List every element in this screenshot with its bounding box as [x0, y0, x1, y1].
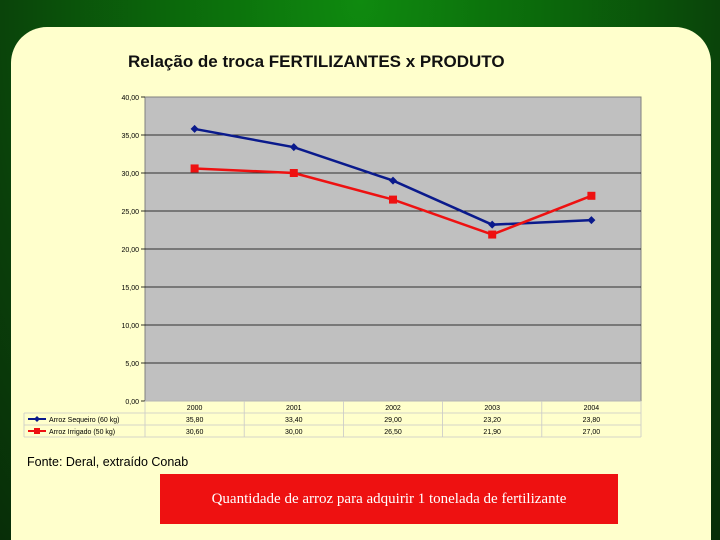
data-table-value: 30,60	[186, 429, 204, 436]
y-tick-label: 0,00	[125, 399, 139, 406]
series-1-point	[289, 143, 298, 152]
series-1-point	[190, 124, 199, 133]
legend-key-marker	[34, 416, 40, 422]
series-2-point	[289, 169, 298, 177]
series-1-point	[488, 220, 497, 229]
y-tick-label: 30,00	[121, 171, 139, 178]
x-category-label: 2001	[286, 405, 302, 412]
data-table-value: 35,80	[186, 417, 204, 424]
series-2-point	[190, 164, 199, 173]
legend-series-name: Arroz Sequeiro (60 kg)	[49, 417, 119, 424]
data-table-value: 26,50	[384, 429, 402, 436]
data-table-value: 23,20	[483, 417, 501, 424]
y-tick-label: 35,00	[121, 133, 139, 140]
series-2-point	[389, 195, 397, 204]
legend-key-marker	[34, 428, 40, 434]
y-tick-label: 25,00	[121, 209, 139, 216]
y-tick-label: 20,00	[121, 247, 139, 254]
y-tick-label: 40,00	[121, 95, 139, 102]
data-table-value: 33,40	[285, 417, 303, 424]
series-1-point	[389, 176, 397, 185]
source-note: Fonte: Deral, extraído Conab	[27, 455, 189, 469]
data-table-value: 29,00	[384, 417, 402, 424]
series-1-point	[587, 216, 596, 225]
series-2-point	[587, 191, 596, 200]
x-category-label: 2003	[484, 405, 500, 412]
series-2-point	[488, 230, 497, 239]
legend-series-name: Arroz Irrigado (50 kg)	[49, 429, 115, 436]
y-tick-label: 15,00	[121, 285, 139, 292]
data-table-value: 23,80	[583, 417, 601, 424]
x-category-label: 2000	[187, 405, 203, 412]
y-tick-label: 10,00	[121, 323, 139, 330]
data-table-value: 30,00	[285, 429, 303, 436]
x-category-label: 2002	[385, 405, 401, 412]
y-tick-label: 5,00	[125, 361, 139, 368]
x-category-label: 2004	[584, 405, 600, 412]
caption-text: Quantidade de arroz para adquirir 1 tone…	[211, 490, 567, 507]
chart-title: Relação de troca FERTILIZANTES x PRODUTO	[128, 52, 505, 71]
caption-box: Quantidade de arroz para adquirir 1 tone…	[160, 474, 618, 524]
data-table-value: 21,90	[483, 429, 501, 436]
data-table-value: 27,00	[583, 429, 601, 436]
